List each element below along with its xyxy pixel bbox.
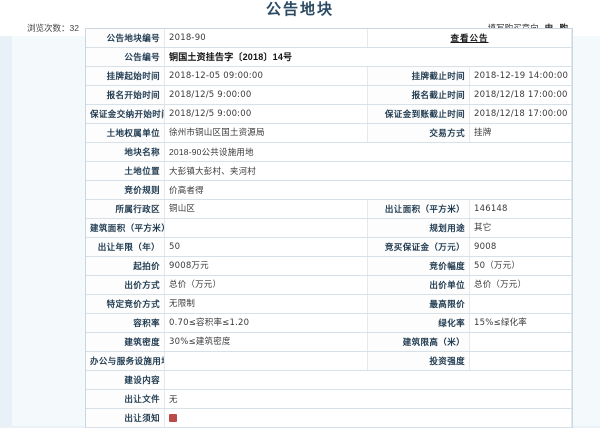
row-label-left: 出价方式 [86,275,165,295]
row-label-left: 办公与服务设施用地比例（%） [86,351,165,371]
table-row: 出让须知 [86,408,572,428]
row-label-left: 建设内容 [86,370,165,390]
row-value-left: 2018/12/5 9:00:00 [164,85,368,105]
table-row: 出让年限（年） 50 竞买保证金（万元） 9008 [86,237,572,257]
table-row: 公告地块编号 2018-90 查看公告 [86,29,572,48]
row-value-left: 铜山区 [164,199,368,219]
row-label-left: 公告编号 [86,47,165,67]
table-row: 出价方式 总价（万元） 出价单位 总价（万元） [86,275,572,295]
document-icon [169,414,177,422]
row-label-right: 最高限价 [367,294,470,314]
row-label-left: 起拍价 [86,256,165,276]
row-value-left: 2018-12-05 09:00:00 [164,66,368,86]
row-value-left: 总价（万元） [164,275,368,295]
row-value-left: 9008万元 [164,256,368,276]
row-value-full: 2018-90公共设施用地 [164,142,572,162]
row-value-right [469,332,572,352]
row-value-full: 价高者得 [164,180,572,200]
table-row: 建筑面积（平方米） 规划用途 其它 [86,218,572,238]
page-title: 公告地块 [265,1,334,18]
row-label-right: 竞价幅度 [367,256,470,276]
table-row: 公告编号 铜国土资挂告字〔2018〕14号 [86,47,572,67]
row-label-right: 建筑限高（米） [367,332,470,352]
view-count-label: 浏览次数：32 [27,23,79,33]
table-row: 保证金交纳开始时间 2018/12/5 9:00:00 保证金到账截止时间 2018/… [86,104,572,124]
row-value-full: 无 [164,389,572,409]
land-info-table-container: 公告地块编号 2018-90 查看公告 公告编号 铜国土资挂告字〔2018〕14号 挂牌起… [85,28,573,428]
table-row: 土地位置 大彭镇大彭村、夹河村 [86,161,572,181]
row-value-right: 146148 [469,199,572,219]
table-row: 土地权属单位 徐州市铜山区国土资源局 交易方式 挂牌 [86,123,572,143]
row-value-left: 无限制 [164,294,368,314]
row-label-left: 土地位置 [86,161,165,181]
row-value-right: 2018/12/18 17:00:00 [469,85,572,105]
row-value-right: 2018/12/18 17:00:00 [469,104,572,124]
view-announcement-label: 查看公告 [450,33,489,43]
row-label-left: 保证金交纳开始时间 [86,104,165,124]
row-label-left: 挂牌起始时间 [86,66,165,86]
row-value-right: 总价（万元） [469,275,572,295]
table-row: 出让文件无 [86,389,572,409]
row-value-full [164,370,572,390]
row-label-left: 地块名称 [86,142,165,162]
row-label-left: 报名开始时间 [86,85,165,105]
row-value-left [164,351,368,371]
row-label-left: 建筑面积（平方米） [86,218,165,238]
row-value-right: 挂牌 [469,123,572,143]
row-value-full: 铜国土资挂告字〔2018〕14号 [164,47,572,67]
table-row: 建筑密度 30%≤建筑密度 建筑限高（米） [86,332,572,352]
row-label-left: 容积率 [86,313,165,333]
row-value-right [469,351,572,371]
row-label-right: 投资强度 [367,351,470,371]
row-label-right: 挂牌截止时间 [367,66,470,86]
row-label-left: 土地权属单位 [86,123,165,143]
row-label-right: 竞买保证金（万元） [367,237,470,257]
row-label-left: 出让文件 [86,389,165,409]
row-value-left: 30%≤建筑密度 [164,332,368,352]
table-row: 起拍价 9008万元 竞价幅度 50（万元） [86,256,572,276]
table-row: 挂牌起始时间 2018-12-05 09:00:00 挂牌截止时间 2018-12-1… [86,66,572,86]
row-value-right: 其它 [469,218,572,238]
row-value-left: 2018/12/5 9:00:00 [164,104,368,124]
table-row: 办公与服务设施用地比例（%） 投资强度 [86,351,572,371]
table-row: 地块名称 2018-90公共设施用地 [86,142,572,162]
row-label-left: 竞价规则 [86,180,165,200]
row-label-left: 出让年限（年） [86,237,165,257]
table-row: 特定竞价方式 无限制 最高限价 [86,294,572,314]
row-label-right: 报名截止时间 [367,85,470,105]
row-label-right: 绿化率 [367,313,470,333]
row-value-left: 0.70≤容积率≤1.20 [164,313,368,333]
land-info-table-body: 公告地块编号 2018-90 查看公告 公告编号 铜国土资挂告字〔2018〕14号 挂牌起… [86,29,572,428]
row-label-right: 保证金到账截止时间 [367,104,470,124]
row-label-left: 建筑密度 [86,332,165,352]
table-row: 竞价规则 价高者得 [86,180,572,200]
row-value-left [164,218,368,238]
land-info-table: 公告地块编号 2018-90 查看公告 公告编号 铜国土资挂告字〔2018〕14号 挂牌起… [86,29,572,428]
row-label-right: 出价单位 [367,275,470,295]
row-label-left: 特定竞价方式 [86,294,165,314]
row-label-left: 出让须知 [86,408,165,428]
table-row: 建设内容 [86,370,572,390]
row-label-right: 规划用途 [367,218,470,238]
row-value-right: 50（万元） [469,256,572,276]
row-value-right: 9008 [469,237,572,257]
row-label-left: 所属行政区 [86,199,165,219]
page-title-bar: 公告地块 [0,0,600,20]
row-value-full [164,408,572,428]
row-value-full: 大彭镇大彭村、夹河村 [164,161,572,181]
table-row: 容积率 0.70≤容积率≤1.20 绿化率 15%≤绿化率 [86,313,572,333]
row-label-right: 出让面积（平方米） [367,199,470,219]
row-value-right [469,294,572,314]
table-row: 报名开始时间 2018/12/5 9:00:00 报名截止时间 2018/12/18 … [86,85,572,105]
row-value-right: 2018-12-19 14:00:00 [469,66,572,86]
table-row: 所属行政区 铜山区 出让面积（平方米） 146148 [86,199,572,219]
row-value-left: 2018-90 [164,29,368,48]
row-value-right: 15%≤绿化率 [469,313,572,333]
row-value-left: 50 [164,237,368,257]
row-label-left: 公告地块编号 [86,29,165,48]
row-value-left: 徐州市铜山区国土资源局 [164,123,368,143]
row-label-right: 交易方式 [367,123,470,143]
view-announcement-link[interactable]: 查看公告 [367,29,572,48]
